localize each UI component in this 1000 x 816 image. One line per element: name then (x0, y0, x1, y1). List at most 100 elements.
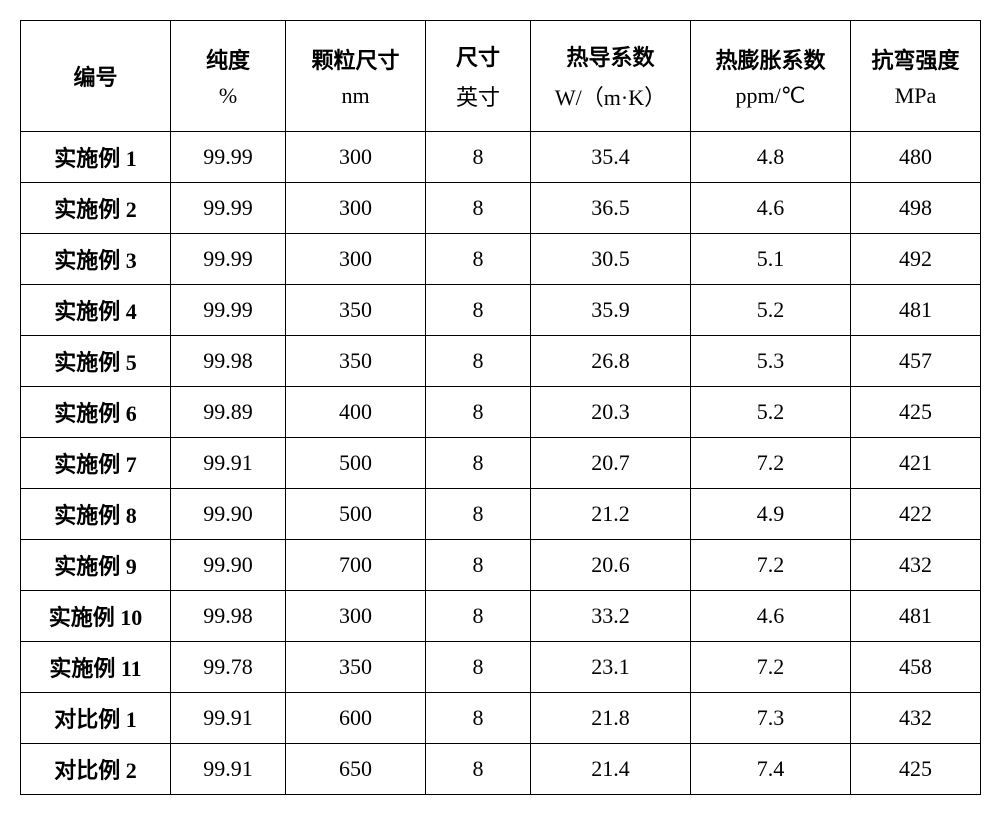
cell-thermal: 20.3 (531, 387, 691, 438)
row-label: 对比例 2 (21, 744, 171, 795)
table-row: 实施例 599.98350826.85.3457 (21, 336, 981, 387)
cell-particle: 700 (286, 540, 426, 591)
cell-flexural: 481 (851, 285, 981, 336)
col-header-size: 尺寸 英寸 (426, 21, 531, 132)
cell-flexural: 498 (851, 183, 981, 234)
cell-flexural: 432 (851, 540, 981, 591)
cell-particle: 600 (286, 693, 426, 744)
cell-cte: 5.2 (691, 387, 851, 438)
cell-purity: 99.91 (171, 744, 286, 795)
row-label: 实施例 8 (21, 489, 171, 540)
col-header-flexural-line1: 抗弯强度 (851, 43, 980, 75)
col-header-cte: 热膨胀系数 ppm/℃ (691, 21, 851, 132)
cell-particle: 300 (286, 132, 426, 183)
table-row: 实施例 299.99300836.54.6498 (21, 183, 981, 234)
cell-cte: 4.9 (691, 489, 851, 540)
cell-purity: 99.90 (171, 540, 286, 591)
col-header-cte-line2: ppm/℃ (691, 83, 850, 109)
cell-thermal: 20.6 (531, 540, 691, 591)
cell-flexural: 457 (851, 336, 981, 387)
cell-purity: 99.99 (171, 234, 286, 285)
cell-particle: 300 (286, 234, 426, 285)
cell-thermal: 33.2 (531, 591, 691, 642)
cell-cte: 4.6 (691, 591, 851, 642)
cell-particle: 350 (286, 642, 426, 693)
col-header-size-line1: 尺寸 (426, 40, 530, 72)
col-header-purity-line1: 纯度 (171, 43, 285, 75)
cell-particle: 500 (286, 438, 426, 489)
col-header-thermal-line2: W/（m·K） (531, 80, 690, 112)
cell-cte: 7.4 (691, 744, 851, 795)
table-row: 对比例 199.91600821.87.3432 (21, 693, 981, 744)
row-label: 实施例 9 (21, 540, 171, 591)
cell-thermal: 20.7 (531, 438, 691, 489)
col-header-flexural-line2: MPa (851, 83, 980, 109)
cell-flexural: 458 (851, 642, 981, 693)
cell-size: 8 (426, 183, 531, 234)
table-row: 实施例 699.89400820.35.2425 (21, 387, 981, 438)
cell-size: 8 (426, 540, 531, 591)
cell-purity: 99.91 (171, 693, 286, 744)
cell-thermal: 23.1 (531, 642, 691, 693)
table-row: 实施例 399.99300830.55.1492 (21, 234, 981, 285)
cell-particle: 300 (286, 591, 426, 642)
cell-size: 8 (426, 642, 531, 693)
table-row: 对比例 299.91650821.47.4425 (21, 744, 981, 795)
cell-cte: 7.2 (691, 540, 851, 591)
table-body: 实施例 199.99300835.44.8480实施例 299.99300836… (21, 132, 981, 795)
cell-purity: 99.99 (171, 285, 286, 336)
cell-size: 8 (426, 234, 531, 285)
cell-size: 8 (426, 744, 531, 795)
cell-size: 8 (426, 591, 531, 642)
cell-cte: 5.2 (691, 285, 851, 336)
row-label: 实施例 11 (21, 642, 171, 693)
cell-thermal: 21.4 (531, 744, 691, 795)
cell-flexural: 480 (851, 132, 981, 183)
cell-thermal: 35.9 (531, 285, 691, 336)
cell-particle: 350 (286, 285, 426, 336)
table-row: 实施例 499.99350835.95.2481 (21, 285, 981, 336)
col-header-particle: 颗粒尺寸 nm (286, 21, 426, 132)
row-label: 实施例 1 (21, 132, 171, 183)
cell-thermal: 35.4 (531, 132, 691, 183)
cell-particle: 500 (286, 489, 426, 540)
cell-flexural: 432 (851, 693, 981, 744)
table-row: 实施例 899.90500821.24.9422 (21, 489, 981, 540)
row-label: 实施例 3 (21, 234, 171, 285)
table-row: 实施例 199.99300835.44.8480 (21, 132, 981, 183)
cell-flexural: 492 (851, 234, 981, 285)
cell-thermal: 21.2 (531, 489, 691, 540)
cell-cte: 4.6 (691, 183, 851, 234)
table-row: 实施例 799.91500820.77.2421 (21, 438, 981, 489)
col-header-id: 编号 (21, 21, 171, 132)
row-label: 实施例 2 (21, 183, 171, 234)
cell-purity: 99.89 (171, 387, 286, 438)
cell-thermal: 26.8 (531, 336, 691, 387)
cell-particle: 650 (286, 744, 426, 795)
cell-thermal: 30.5 (531, 234, 691, 285)
cell-cte: 7.2 (691, 438, 851, 489)
cell-cte: 7.3 (691, 693, 851, 744)
table-row: 实施例 999.90700820.67.2432 (21, 540, 981, 591)
table-row: 实施例 1199.78350823.17.2458 (21, 642, 981, 693)
cell-flexural: 422 (851, 489, 981, 540)
row-label: 实施例 5 (21, 336, 171, 387)
cell-flexural: 425 (851, 387, 981, 438)
data-table: 编号 纯度 % 颗粒尺寸 nm 尺寸 英寸 热导系数 W/（m·K） 热膨胀系数… (20, 20, 981, 795)
cell-cte: 4.8 (691, 132, 851, 183)
row-label: 对比例 1 (21, 693, 171, 744)
cell-purity: 99.98 (171, 336, 286, 387)
cell-flexural: 421 (851, 438, 981, 489)
cell-size: 8 (426, 438, 531, 489)
col-header-flexural: 抗弯强度 MPa (851, 21, 981, 132)
col-header-particle-line1: 颗粒尺寸 (286, 43, 425, 75)
cell-size: 8 (426, 285, 531, 336)
cell-purity: 99.90 (171, 489, 286, 540)
cell-flexural: 481 (851, 591, 981, 642)
cell-thermal: 36.5 (531, 183, 691, 234)
cell-particle: 300 (286, 183, 426, 234)
cell-cte: 7.2 (691, 642, 851, 693)
cell-cte: 5.1 (691, 234, 851, 285)
cell-cte: 5.3 (691, 336, 851, 387)
cell-purity: 99.78 (171, 642, 286, 693)
